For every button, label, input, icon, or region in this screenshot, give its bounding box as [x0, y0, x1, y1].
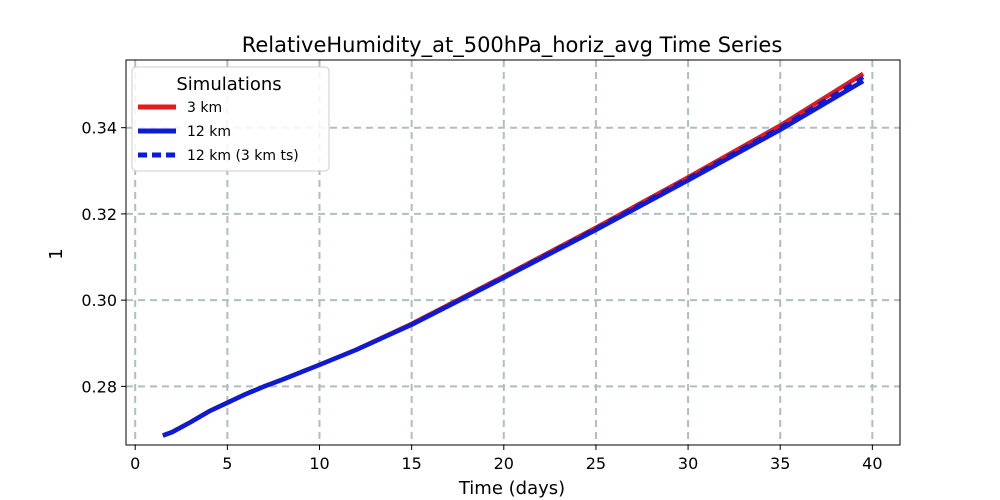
legend-box	[131, 66, 330, 172]
y-tick-label: 0.28	[81, 377, 117, 396]
legend-title: Simulations	[176, 74, 281, 95]
legend: Simulations 3 km 12 km 12 km (3 km ts)	[131, 66, 330, 172]
y-axis-label: 1	[46, 248, 67, 259]
x-tick-label: 10	[309, 454, 329, 473]
series-layer	[162, 71, 865, 438]
legend-label-2: 12 km	[187, 124, 231, 140]
x-tick-label: 20	[494, 454, 514, 473]
y-tick-label: 0.34	[81, 119, 117, 138]
x-tick-label: 0	[130, 454, 140, 473]
x-tick-label: 35	[770, 454, 790, 473]
x-axis-label: Time (days)	[458, 478, 565, 499]
legend-label-1: 3 km	[187, 100, 222, 116]
chart-title: RelativeHumidity_at_500hPa_horiz_avg Tim…	[242, 33, 783, 58]
x-tick-label: 5	[222, 454, 232, 473]
series-line-3	[162, 75, 865, 438]
x-tick-label: 15	[401, 454, 421, 473]
x-tick-label: 30	[678, 454, 698, 473]
legend-label-3: 12 km (3 km ts)	[187, 148, 299, 164]
x-tick-label: 40	[862, 454, 882, 473]
y-tick-label: 0.30	[81, 291, 117, 310]
plot-frame	[125, 59, 901, 446]
y-tick-label: 0.32	[81, 205, 117, 224]
y-axis: 0.28 0.30 0.32 0.34	[81, 119, 126, 396]
x-tick-label: 25	[586, 454, 606, 473]
x-axis: 0 5 10 15 20 25 30 35 40	[130, 445, 883, 473]
